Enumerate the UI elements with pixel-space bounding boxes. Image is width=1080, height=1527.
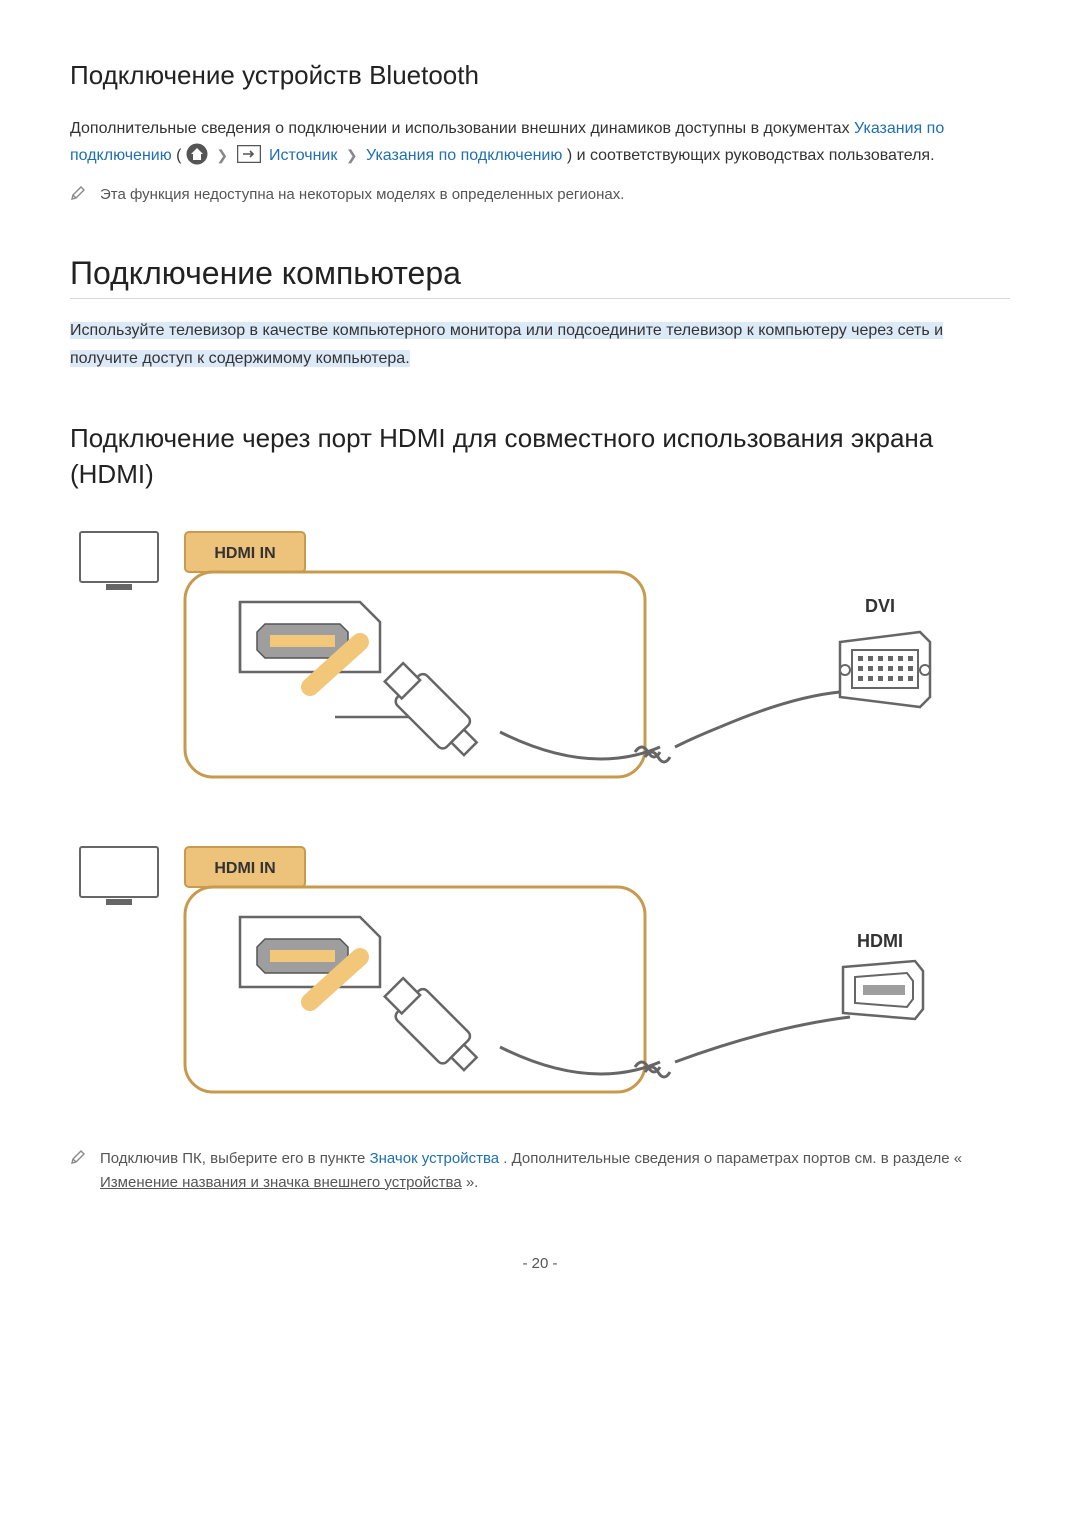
note-row-footer: Подключив ПК, выберите его в пункте Знач…	[70, 1147, 1010, 1195]
diagram-hdmi-hdmi: HDMI IN	[70, 832, 1010, 1117]
pencil-icon	[70, 185, 86, 201]
heading-computer: Подключение компьютера	[70, 255, 1010, 299]
text: . Дополнительные сведения о параметрах п…	[503, 1150, 962, 1167]
link-device-icon[interactable]: Значок устройства	[370, 1150, 500, 1167]
section-bluetooth: Подключение устройств Bluetooth Дополнит…	[70, 60, 1010, 207]
heading-hdmi: Подключение через порт HDMI для совместн…	[70, 420, 1010, 493]
text: ) и соответствующих руководствах пользов…	[567, 147, 935, 164]
chevron-icon: ❯	[346, 147, 358, 163]
paragraph-bluetooth: Дополнительные сведения о подключении и …	[70, 115, 1010, 169]
text: (	[176, 147, 181, 164]
text: Дополнительные сведения о подключении и …	[70, 120, 854, 137]
label-dvi: DVI	[865, 596, 895, 616]
link-rename-section[interactable]: Изменение названия и значка внешнего уст…	[100, 1174, 462, 1191]
note-text: Эта функция недоступна на некоторых моде…	[100, 183, 624, 207]
text: ».	[466, 1174, 479, 1191]
diagram-hdmi-dvi: HDMI IN	[70, 517, 1010, 802]
chevron-icon: ❯	[216, 147, 228, 163]
footnote-text: Подключив ПК, выберите его в пункте Знач…	[100, 1147, 1010, 1195]
intro-computer: Используйте телевизор в качестве компьют…	[70, 317, 1010, 371]
source-icon	[237, 145, 261, 163]
diagram-svg-dvi: HDMI IN	[70, 517, 950, 797]
diagram-svg-hdmi: HDMI IN	[70, 832, 950, 1112]
section-hdmi: Подключение через порт HDMI для совместн…	[70, 420, 1010, 1195]
note-row: Эта функция недоступна на некоторых моде…	[70, 183, 1010, 207]
link-source[interactable]: Источник	[269, 147, 337, 164]
section-computer: Подключение компьютера Используйте телев…	[70, 255, 1010, 371]
home-icon	[186, 143, 208, 165]
highlighted-text: Используйте телевизор в качестве компьют…	[70, 322, 943, 366]
pencil-icon	[70, 1149, 86, 1165]
label-hdmi-in: HDMI IN	[214, 860, 275, 877]
page-number: - 20 -	[70, 1255, 1010, 1272]
link-guide[interactable]: Указания по подключению	[366, 147, 562, 164]
label-hdmi-in: HDMI IN	[214, 545, 275, 562]
label-hdmi: HDMI	[857, 931, 903, 951]
heading-bluetooth: Подключение устройств Bluetooth	[70, 60, 1010, 91]
text: Подключив ПК, выберите его в пункте	[100, 1150, 370, 1167]
